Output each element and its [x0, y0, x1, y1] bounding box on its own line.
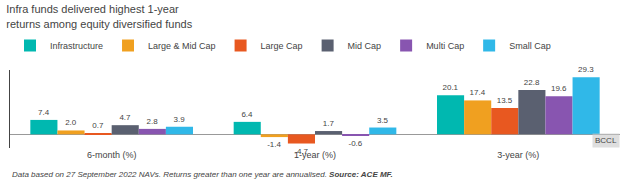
- svg-text:13.5: 13.5: [497, 96, 513, 105]
- svg-text:1.7: 1.7: [323, 119, 335, 128]
- svg-text:Small Cap: Small Cap: [509, 41, 551, 51]
- svg-text:0.7: 0.7: [92, 121, 104, 130]
- svg-text:17.4: 17.4: [470, 88, 486, 97]
- svg-text:-4.7: -4.7: [294, 147, 308, 156]
- svg-text:Large Cap: Large Cap: [261, 41, 303, 51]
- svg-text:2.0: 2.0: [65, 118, 77, 127]
- svg-text:Multi Cap: Multi Cap: [426, 41, 464, 51]
- svg-text:3.9: 3.9: [174, 115, 186, 124]
- svg-text:6-month (%): 6-month (%): [87, 150, 137, 160]
- svg-text:29.3: 29.3: [578, 65, 594, 74]
- svg-text:2.8: 2.8: [146, 117, 158, 126]
- svg-text:-1.4: -1.4: [267, 140, 281, 149]
- svg-text:BCCL: BCCL: [595, 136, 617, 145]
- svg-text:19.6: 19.6: [551, 84, 567, 93]
- svg-text:Infrastructure: Infrastructure: [50, 41, 103, 51]
- svg-text:Large & Mid Cap: Large & Mid Cap: [148, 41, 216, 51]
- svg-text:20.1: 20.1: [442, 83, 458, 92]
- svg-text:3.5: 3.5: [377, 116, 389, 125]
- svg-text:1-year (%): 1-year (%): [294, 150, 336, 160]
- svg-text:Infra funds delivered highest: Infra funds delivered highest 1-yearretu…: [6, 3, 192, 29]
- svg-text:3-year (%): 3-year (%): [497, 150, 539, 160]
- svg-text:Data based on 27 September 202: Data based on 27 September 2022 NAVs. Re…: [12, 170, 393, 179]
- svg-text:7.4: 7.4: [38, 108, 50, 117]
- svg-text:Mid Cap: Mid Cap: [348, 41, 382, 51]
- svg-text:4.7: 4.7: [119, 113, 131, 122]
- svg-text:6.4: 6.4: [241, 110, 253, 119]
- svg-text:22.8: 22.8: [524, 78, 540, 87]
- svg-text:-0.6: -0.6: [348, 139, 362, 148]
